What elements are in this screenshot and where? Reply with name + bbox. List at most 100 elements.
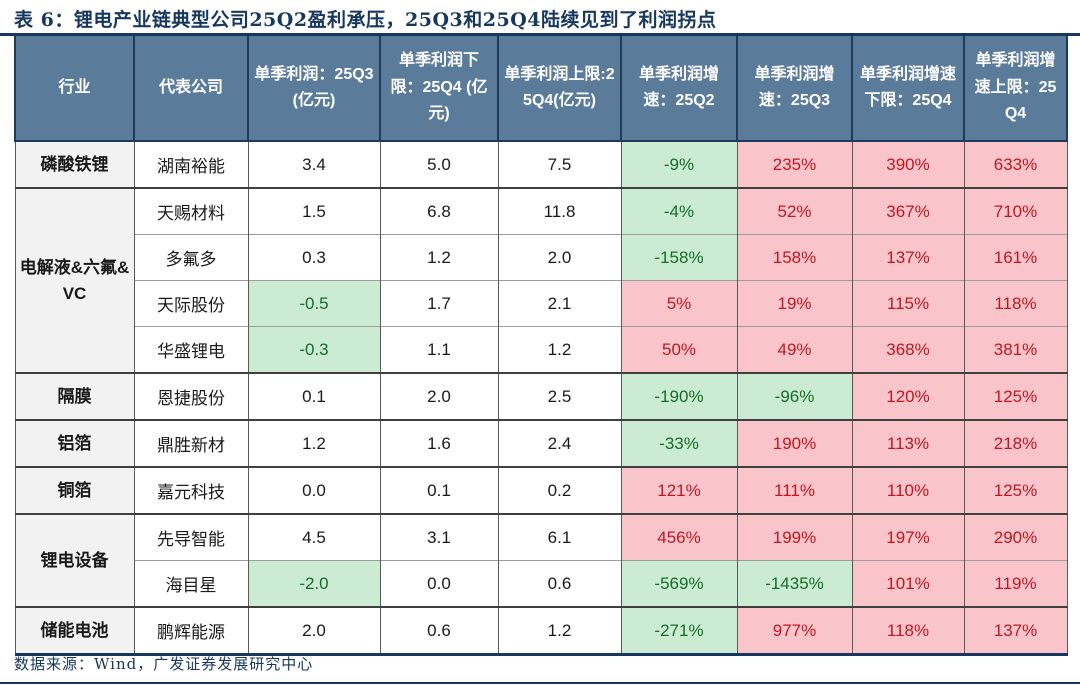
- company-cell: 华盛锂电: [133, 326, 249, 373]
- value-cell: 2.4: [497, 419, 622, 467]
- col-header-growth-25q2: 单季利润增速：25Q2: [620, 36, 738, 142]
- value-cell: 137%: [851, 234, 965, 281]
- col-header-growth-upper-25q4: 单季利润增速上限：25Q4: [963, 36, 1068, 142]
- value-cell: 0.0: [247, 466, 381, 514]
- value-cell: 52%: [736, 187, 853, 235]
- value-cell: 0.6: [379, 606, 499, 656]
- value-cell: -158%: [620, 234, 738, 281]
- value-cell: 190%: [736, 419, 853, 467]
- col-header-profit-25q3: 单季利润：25Q3 (亿元): [247, 36, 381, 142]
- col-header-industry: 行业: [14, 36, 135, 142]
- value-cell: 125%: [963, 372, 1068, 420]
- value-cell: 368%: [851, 326, 965, 373]
- table-title: 表 6：锂电产业链典型公司25Q2盈利承压，25Q3和25Q4陆续见到了利润拐点: [14, 9, 717, 31]
- table-row: 储能电池 鹏辉能源 2.0 0.6 1.2 -271% 977% 118% 137%: [14, 606, 1068, 656]
- value-cell: -0.3: [247, 326, 381, 373]
- value-cell: 2.0: [497, 234, 622, 281]
- col-header-profit-upper-25q4: 单季利润上限:25Q4(亿元): [497, 36, 622, 142]
- table-row: 铜箔 嘉元科技 0.0 0.1 0.2 121% 111% 110% 125%: [14, 466, 1068, 514]
- header-row: 行业 代表公司 单季利润：25Q3 (亿元) 单季利润下限：25Q4 (亿元) …: [14, 36, 1068, 142]
- value-cell: 1.2: [497, 606, 622, 656]
- col-header-company: 代表公司: [133, 36, 249, 142]
- value-cell: 977%: [736, 606, 853, 656]
- value-cell: 111%: [736, 466, 853, 514]
- value-cell: -1435%: [736, 560, 853, 607]
- value-cell: 118%: [851, 606, 965, 656]
- value-cell: 7.5: [497, 140, 622, 188]
- profit-table: 行业 代表公司 单季利润：25Q3 (亿元) 单季利润下限：25Q4 (亿元) …: [14, 36, 1068, 656]
- value-cell: 0.2: [497, 466, 622, 514]
- bottom-rule: [0, 682, 1080, 684]
- company-cell: 先导智能: [133, 513, 249, 561]
- industry-cell: 储能电池: [14, 606, 135, 656]
- value-cell: -569%: [620, 560, 738, 607]
- value-cell: 19%: [736, 280, 853, 327]
- value-cell: 1.2: [497, 326, 622, 373]
- value-cell: 115%: [851, 280, 965, 327]
- value-cell: 101%: [851, 560, 965, 607]
- value-cell: 158%: [736, 234, 853, 281]
- company-cell: 多氟多: [133, 234, 249, 281]
- value-cell: -0.5: [247, 280, 381, 327]
- value-cell: 137%: [963, 606, 1068, 656]
- value-cell: 633%: [963, 140, 1068, 188]
- value-cell: 3.4: [247, 140, 381, 188]
- value-cell: 0.3: [247, 234, 381, 281]
- value-cell: 6.8: [379, 187, 499, 235]
- table-row: 海目星 -2.0 0.0 0.6 -569% -1435% 101% 119%: [15, 560, 1068, 607]
- table-row: 铝箔 鼎胜新材 1.2 1.6 2.4 -33% 190% 113% 218%: [14, 419, 1068, 467]
- value-cell: 125%: [963, 466, 1068, 514]
- company-cell: 恩捷股份: [133, 372, 249, 420]
- value-cell: 710%: [963, 187, 1068, 235]
- value-cell: 6.1: [497, 513, 622, 561]
- value-cell: 199%: [736, 513, 853, 561]
- industry-cell: 铜箔: [14, 466, 135, 514]
- col-header-growth-lower-25q4: 单季利润增速下限：25Q4: [851, 36, 965, 142]
- value-cell: 1.1: [379, 326, 499, 373]
- value-cell: 2.5: [497, 372, 622, 420]
- value-cell: 110%: [851, 466, 965, 514]
- value-cell: 1.2: [247, 419, 381, 467]
- value-cell: 235%: [736, 140, 853, 188]
- company-cell: 鹏辉能源: [133, 606, 249, 656]
- table-row: 华盛锂电 -0.3 1.1 1.2 50% 49% 368% 381%: [15, 326, 1068, 373]
- industry-cell: 铝箔: [14, 419, 135, 467]
- value-cell: -190%: [620, 372, 738, 420]
- value-cell: 5.0: [379, 140, 499, 188]
- industry-cell: 电解液&六氟&VC: [14, 187, 135, 373]
- value-cell: 1.7: [379, 280, 499, 327]
- top-rule: [0, 33, 1080, 36]
- table-row: 隔膜 恩捷股份 0.1 2.0 2.5 -190% -96% 120% 125%: [14, 372, 1068, 420]
- value-cell: -33%: [620, 419, 738, 467]
- col-header-growth-25q3: 单季利润增速：25Q3: [736, 36, 853, 142]
- value-cell: 0.6: [497, 560, 622, 607]
- value-cell: 5%: [620, 280, 738, 327]
- value-cell: 0.1: [247, 372, 381, 420]
- value-cell: 4.5: [247, 513, 381, 561]
- table-row: 电解液&六氟&VC 天赐材料 1.5 6.8 11.8 -4% 52% 367% 710%: [14, 187, 1068, 373]
- value-cell: 218%: [963, 419, 1068, 467]
- company-cell: 湖南裕能: [133, 140, 249, 188]
- value-cell: -4%: [620, 187, 738, 235]
- value-cell: 3.1: [379, 513, 499, 561]
- value-cell: 161%: [963, 234, 1068, 281]
- value-cell: 2.0: [379, 372, 499, 420]
- company-cell: 天赐材料: [133, 187, 249, 235]
- value-cell: 290%: [963, 513, 1068, 561]
- value-cell: 367%: [851, 187, 965, 235]
- value-cell: 197%: [851, 513, 965, 561]
- table-row: 磷酸铁锂 湖南裕能 3.4 5.0 7.5 -9% 235% 390% 633%: [14, 140, 1068, 188]
- value-cell: 381%: [963, 326, 1068, 373]
- value-cell: 121%: [620, 466, 738, 514]
- value-cell: -9%: [620, 140, 738, 188]
- value-cell: 1.5: [247, 187, 381, 235]
- industry-cell: 磷酸铁锂: [14, 140, 135, 188]
- company-cell: 嘉元科技: [133, 466, 249, 514]
- company-cell: 天际股份: [133, 280, 249, 327]
- value-cell: 113%: [851, 419, 965, 467]
- value-cell: -96%: [736, 372, 853, 420]
- value-cell: -271%: [620, 606, 738, 656]
- value-cell: 1.6: [379, 419, 499, 467]
- industry-cell: 锂电设备: [14, 513, 135, 607]
- value-cell: 1.2: [379, 234, 499, 281]
